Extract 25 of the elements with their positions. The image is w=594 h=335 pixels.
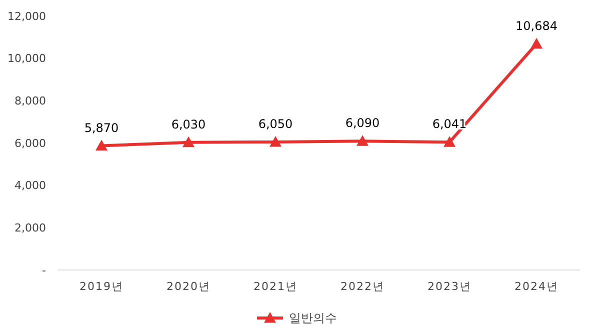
y-tick-label: 4,000 <box>14 179 46 192</box>
point <box>182 136 194 148</box>
x-tick-label: 2021년 <box>254 280 298 293</box>
data-label: 6,030 <box>171 117 206 132</box>
point <box>356 135 368 146</box>
x-tick-label: 2019년 <box>80 280 124 293</box>
data-label: 6,090 <box>345 116 380 130</box>
data-label: 6,050 <box>258 116 293 131</box>
point <box>530 38 542 49</box>
point <box>270 136 282 147</box>
y-tick-label: 8,000 <box>14 94 46 108</box>
y-tick-label: - <box>42 264 46 277</box>
data-label: 10,684 <box>516 18 558 33</box>
x-tick-label: 2022년 <box>340 280 384 293</box>
x-tick-label: 2023년 <box>428 280 472 293</box>
y-tick-label: 2,000 <box>14 222 46 235</box>
x-tick-label: 2020년 <box>166 280 210 293</box>
legend-label: 일반의수 <box>289 311 337 326</box>
x-tick-label: 2024년 <box>514 280 558 293</box>
y-tick-label: 12,000 <box>8 10 46 23</box>
point <box>96 140 108 151</box>
y-tick-label: 6,000 <box>14 136 46 150</box>
data-label: 5,870 <box>84 120 119 135</box>
point <box>444 136 456 147</box>
y-tick-label: 10,000 <box>8 52 46 66</box>
